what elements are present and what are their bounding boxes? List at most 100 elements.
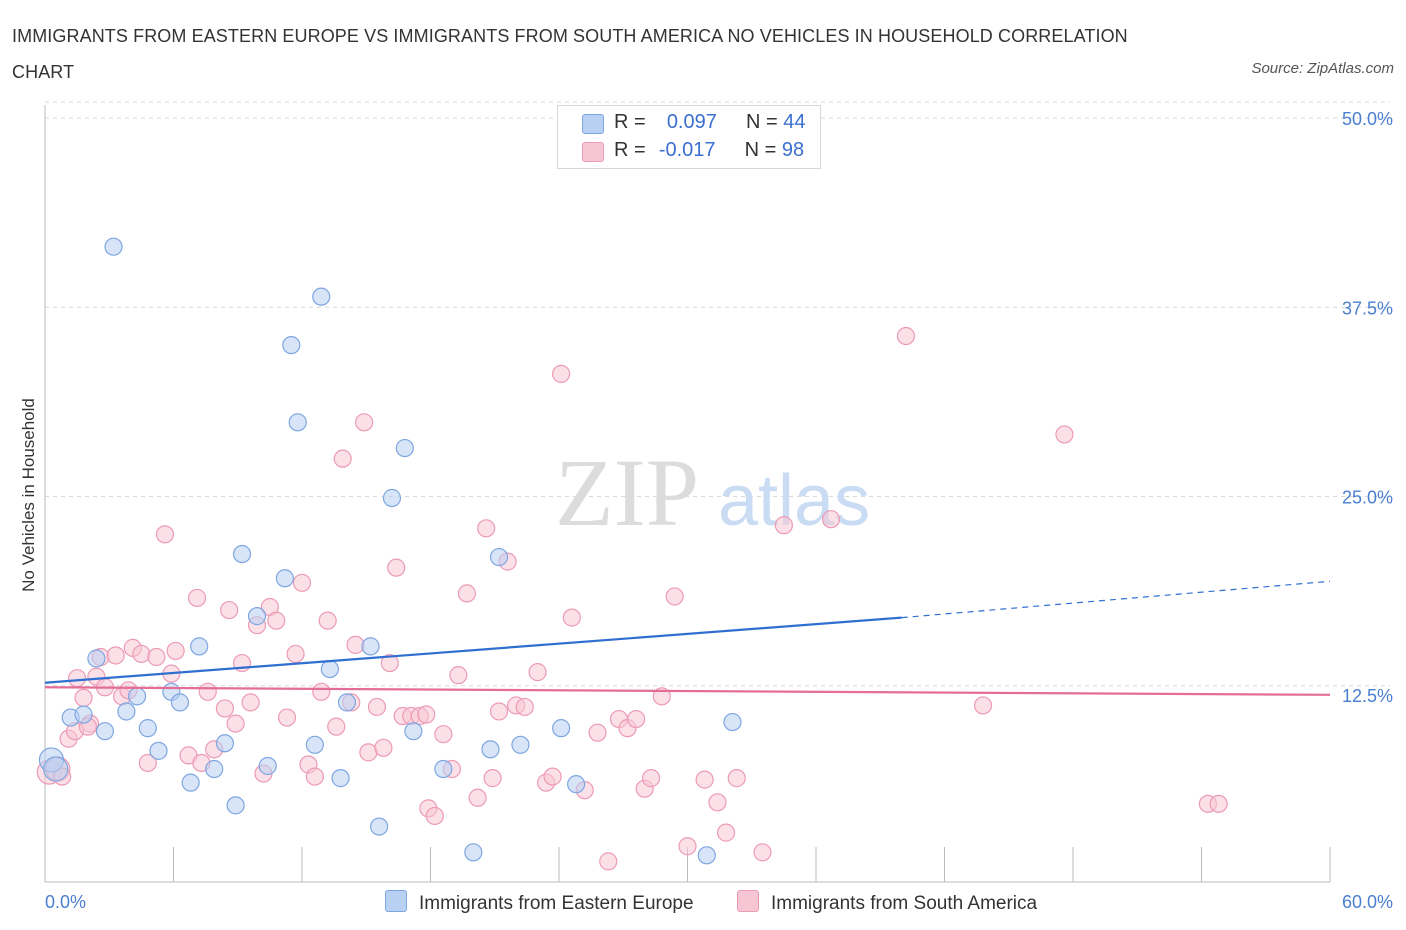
data-point	[434, 725, 453, 744]
data-point	[277, 708, 297, 727]
legend-item-south-america[interactable]: Immigrants from South America	[737, 890, 1037, 915]
y-tick-label: 12.5%	[1342, 686, 1393, 706]
data-point	[449, 666, 468, 685]
data-point	[727, 769, 746, 788]
data-point	[166, 641, 185, 661]
data-point	[567, 775, 586, 794]
data-point	[543, 767, 562, 786]
data-point	[387, 558, 406, 577]
y-tick-label: 50.0%	[1342, 109, 1393, 129]
data-point	[1209, 794, 1228, 813]
data-point	[626, 709, 646, 729]
data-point	[483, 769, 502, 788]
correlation-legend: R = 0.097 N = 44 R = -0.017 N = 98	[557, 105, 821, 169]
data-point	[753, 843, 772, 862]
y-axis-title: No Vehicles in Household	[19, 398, 38, 592]
data-point	[333, 449, 352, 468]
data-point	[312, 682, 331, 701]
data-point	[286, 644, 305, 664]
data-point	[282, 336, 301, 355]
trend-line-south-america	[44, 686, 1331, 696]
legend-item-label: Immigrants from South America	[771, 893, 1038, 914]
data-point	[417, 705, 436, 724]
data-point	[511, 735, 530, 754]
legend-r-value: -0.017	[658, 139, 716, 161]
data-point	[337, 693, 357, 712]
trend-line-eastern-europe-dashed	[901, 580, 1331, 619]
data-point	[226, 796, 245, 815]
legend-item-eastern-europe[interactable]: Immigrants from Eastern Europe	[385, 890, 694, 915]
data-point	[215, 699, 234, 718]
data-point	[267, 611, 286, 630]
data-point	[457, 584, 477, 603]
legend-item-label: Immigrants from Eastern Europe	[419, 893, 694, 914]
gridlines	[45, 101, 1390, 687]
data-point	[599, 852, 618, 871]
data-point	[552, 719, 571, 738]
data-point	[382, 488, 402, 508]
data-point	[723, 712, 742, 732]
data-point	[370, 817, 389, 836]
data-point	[346, 635, 365, 654]
data-point	[708, 793, 727, 812]
data-point	[288, 413, 307, 432]
series-legend: Immigrants from Eastern Europe Immigrant…	[0, 890, 1406, 916]
data-point	[215, 734, 234, 753]
legend-r-label: R =	[614, 111, 646, 133]
data-point	[821, 510, 841, 529]
legend-n-label: N =	[744, 139, 777, 161]
data-point	[697, 846, 716, 865]
legend-swatch-blue	[582, 114, 604, 134]
data-point	[374, 738, 393, 757]
data-point	[359, 743, 378, 762]
data-point	[318, 611, 337, 630]
data-point	[117, 702, 136, 721]
data-point	[774, 516, 793, 535]
data-point	[489, 702, 509, 721]
tick-labels: 12.5% 25.0% 37.5% 50.0% 0.0% 60.0%	[45, 109, 1393, 912]
data-point	[95, 722, 115, 741]
data-point	[312, 287, 331, 306]
data-point	[104, 237, 123, 256]
data-point	[464, 843, 483, 862]
chart-title: IMMIGRANTS FROM EASTERN EUROPE VS IMMIGR…	[12, 26, 1128, 82]
data-point	[106, 646, 125, 665]
data-point	[149, 741, 168, 760]
data-point	[665, 587, 684, 606]
data-point	[331, 769, 350, 788]
data-point	[380, 653, 399, 673]
data-point	[355, 413, 374, 432]
points-eastern-europe	[38, 146, 817, 865]
data-point	[258, 756, 277, 776]
legend-swatch-blue	[385, 890, 407, 912]
data-point	[973, 696, 993, 715]
data-point	[232, 544, 252, 564]
data-point	[515, 697, 534, 717]
data-point	[695, 770, 714, 789]
data-point	[896, 326, 916, 346]
data-point	[127, 687, 147, 706]
data-point	[425, 806, 444, 826]
y-tick-label: 37.5%	[1342, 298, 1393, 318]
data-point	[138, 719, 157, 738]
x-tick-label: 0.0%	[45, 892, 86, 912]
data-point	[434, 759, 453, 779]
data-point	[367, 697, 387, 717]
data-point	[275, 569, 294, 588]
data-point	[138, 753, 157, 773]
data-point	[198, 682, 217, 701]
data-point	[641, 769, 661, 788]
data-point	[241, 693, 260, 712]
watermark-zip: ZIP	[555, 439, 699, 546]
data-point	[220, 600, 239, 620]
data-point	[132, 644, 151, 664]
source-label: Source: ZipAtlas.com	[1251, 60, 1394, 77]
y-tick-label: 25.0%	[1342, 488, 1393, 508]
points-south-america	[36, 326, 1228, 871]
data-point	[247, 607, 267, 626]
data-point	[716, 823, 736, 842]
data-point	[190, 637, 209, 656]
data-point	[404, 722, 423, 741]
x-tick-label: 60.0%	[1342, 892, 1393, 912]
legend-swatch-pink	[582, 142, 604, 162]
